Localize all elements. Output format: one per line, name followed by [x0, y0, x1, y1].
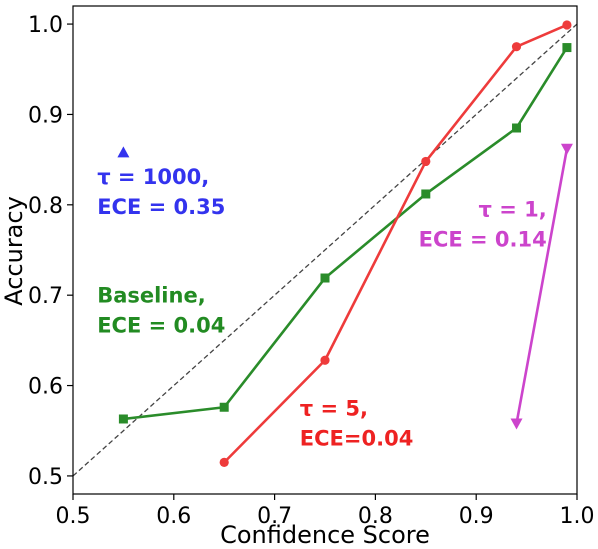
annotation-3-line-1: ECE = 0.14 [419, 228, 547, 252]
annotation-2-line-0: τ = 5, [300, 396, 368, 420]
series-1-point-4 [562, 20, 572, 30]
annotation-0-line-0: τ = 1000, [97, 165, 209, 189]
series-0-point-5 [562, 43, 572, 53]
series-3 [117, 146, 130, 158]
annotation-1-line-1: ECE = 0.04 [97, 313, 225, 337]
series-0-point-4 [512, 123, 522, 133]
x-tick-label: 0.9 [459, 504, 494, 529]
y-tick-label: 0.7 [28, 284, 63, 309]
series-2-point-0 [560, 143, 573, 155]
annotation-1-line-0: Baseline, [97, 283, 206, 307]
annotation-3-line-0: τ = 1, [479, 198, 547, 222]
plot-frame [72, 5, 578, 495]
series-2-point-1 [510, 418, 523, 430]
annotation-1: Baseline, ECE = 0.04 [97, 283, 225, 337]
series-2-line [515, 147, 569, 425]
annotation-0: τ = 1000, ECE = 0.35 [97, 165, 225, 219]
y-tick-label: 0.6 [28, 375, 63, 400]
series-2 [510, 143, 573, 430]
series-0 [118, 43, 572, 424]
annotation-layer: τ = 1000, ECE = 0.35 Baseline, ECE = 0.04 τ … [97, 165, 547, 450]
series-1-point-3 [511, 42, 522, 52]
x-tick-label: 0.8 [358, 504, 393, 529]
series-0-point-2 [320, 273, 330, 283]
annotation-2-line-1: ECE=0.04 [300, 426, 414, 450]
y-tick-label: 1.0 [28, 13, 63, 38]
series-1-point-1 [320, 355, 330, 365]
series-1-point-2 [421, 156, 431, 167]
series-0-point-0 [118, 414, 128, 424]
x-tick-label: 0.5 [56, 504, 91, 529]
series-1-point-0 [219, 457, 229, 467]
series-0-point-1 [219, 402, 229, 412]
annotation-3: τ = 1, ECE = 0.14 [419, 198, 547, 252]
y-tick-label: 0.9 [28, 103, 63, 128]
y-axis-label: Accuracy [0, 196, 28, 306]
series-1 [219, 20, 572, 467]
annotation-2: τ = 5, ECE=0.04 [300, 396, 414, 450]
y-tick-label: 0.5 [28, 465, 63, 490]
series-0-line [122, 46, 569, 421]
x-tick-label: 0.6 [156, 504, 191, 529]
reference-diagonal-layer [72, 23, 578, 477]
series-layer [117, 20, 573, 467]
series-3-point-0 [117, 146, 130, 158]
annotation-0-line-1: ECE = 0.35 [97, 195, 225, 219]
series-0-point-3 [421, 189, 431, 199]
axes-layer: 0.5 0.6 0.7 0.8 0.9 1.0 0.5 0.6 0.7 0.8 0.9 1.0 [28, 5, 595, 529]
x-tick-label: 1.0 [560, 504, 595, 529]
x-tick-label: 0.7 [257, 504, 292, 529]
reference-diagonal-line [72, 23, 578, 477]
y-tick-label: 0.8 [28, 194, 63, 219]
x-axis-label: Confidence Score [220, 521, 430, 549]
